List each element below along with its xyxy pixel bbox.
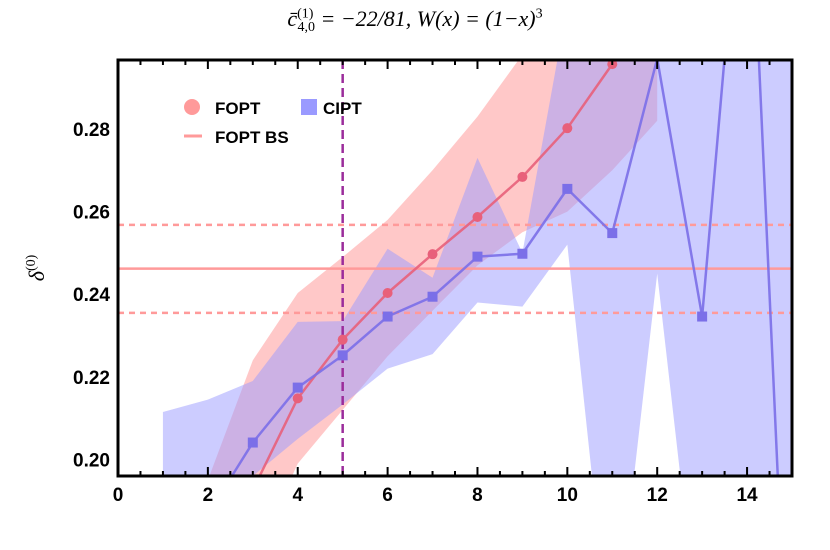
line-segment <box>296 354 344 389</box>
line-segment <box>341 291 389 341</box>
y-tick-label: 0.26 <box>73 203 110 224</box>
line-segment <box>386 295 434 318</box>
line-segment <box>431 255 479 298</box>
x-tick-label: 2 <box>203 485 214 506</box>
cipt-point <box>382 311 393 322</box>
line-segment <box>386 252 434 295</box>
line-segment <box>566 62 614 130</box>
fopt-point <box>427 249 438 260</box>
fopt-point <box>337 334 348 345</box>
cipt-point <box>517 248 528 259</box>
cipt-point <box>472 251 483 262</box>
line-segment <box>431 215 479 256</box>
cipt-point <box>247 437 258 448</box>
y-tick-label: 0.20 <box>73 450 110 471</box>
legend-entry: CIPT <box>323 99 362 118</box>
line-segment <box>341 315 389 357</box>
line-segment <box>521 126 569 179</box>
cipt-point <box>337 350 348 361</box>
line-segment <box>656 58 704 318</box>
fopt-point <box>292 393 303 404</box>
line-segment <box>566 187 614 235</box>
y-axis-label: δ(0) <box>24 254 49 281</box>
fopt-point <box>472 211 483 222</box>
y-tick-label: 0.22 <box>73 368 110 389</box>
legend: FOPT CIPT FOPT BS <box>184 99 362 147</box>
legend-fopt-icon <box>184 99 200 115</box>
line-segment <box>611 58 659 235</box>
line-segment <box>258 397 299 478</box>
line-segment <box>230 441 255 478</box>
x-tick-label: 6 <box>382 485 393 506</box>
line-segment <box>251 386 299 444</box>
line-segment <box>757 58 780 478</box>
chart-title: c̄(1)4,0 = −22/81, W(x) = (1−x)3 <box>287 6 543 36</box>
line-segment <box>296 338 344 400</box>
y-axis-label-symbol: δ <box>24 270 49 281</box>
cipt-point <box>427 291 438 302</box>
cipt-point <box>292 382 303 393</box>
legend-cipt-icon <box>301 99 317 115</box>
x-tick-label: 14 <box>736 485 758 506</box>
line-segment <box>476 252 524 258</box>
fopt-point <box>517 171 528 182</box>
line-segment <box>476 175 524 219</box>
y-tick-label: 0.28 <box>73 120 110 141</box>
cipt-line <box>230 58 780 478</box>
line-segment <box>521 187 569 255</box>
cipt-point <box>562 183 573 194</box>
legend-entry: FOPT BS <box>215 128 289 147</box>
x-tick-label: 12 <box>647 485 668 506</box>
fopt-point <box>562 123 573 134</box>
cipt-point <box>607 228 618 239</box>
cipt-point <box>697 311 708 322</box>
x-tick-label: 10 <box>557 485 578 506</box>
fopt-line <box>258 58 617 478</box>
x-tick-label: 0 <box>113 485 124 506</box>
line-segment <box>700 58 726 318</box>
x-tick-label: 8 <box>472 485 483 506</box>
x-tick-label: 4 <box>292 485 303 506</box>
fopt-point <box>382 287 393 298</box>
legend-entry: FOPT <box>215 99 261 118</box>
y-axis-label-superscript: (0) <box>24 254 39 271</box>
y-tick-label: 0.24 <box>73 285 110 306</box>
